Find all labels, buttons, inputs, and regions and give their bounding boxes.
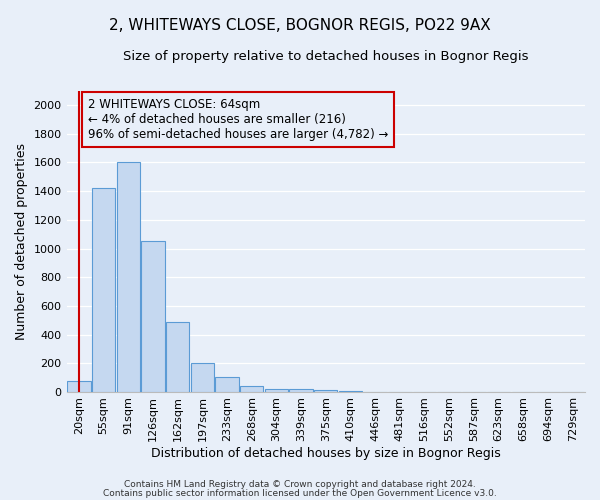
Text: 2, WHITEWAYS CLOSE, BOGNOR REGIS, PO22 9AX: 2, WHITEWAYS CLOSE, BOGNOR REGIS, PO22 9… <box>109 18 491 32</box>
Bar <box>265 388 288 392</box>
Y-axis label: Number of detached properties: Number of detached properties <box>15 143 28 340</box>
Text: 2 WHITEWAYS CLOSE: 64sqm
← 4% of detached houses are smaller (216)
96% of semi-d: 2 WHITEWAYS CLOSE: 64sqm ← 4% of detache… <box>88 98 388 140</box>
Bar <box>289 390 313 392</box>
Bar <box>215 377 239 392</box>
Bar <box>339 390 362 392</box>
Text: Contains HM Land Registry data © Crown copyright and database right 2024.: Contains HM Land Registry data © Crown c… <box>124 480 476 489</box>
Bar <box>67 380 91 392</box>
Bar <box>116 162 140 392</box>
Bar <box>240 386 263 392</box>
Text: Contains public sector information licensed under the Open Government Licence v3: Contains public sector information licen… <box>103 488 497 498</box>
Bar <box>314 390 337 392</box>
Bar <box>141 242 164 392</box>
Bar <box>92 188 115 392</box>
Bar <box>166 322 190 392</box>
Bar <box>191 362 214 392</box>
Title: Size of property relative to detached houses in Bognor Regis: Size of property relative to detached ho… <box>123 50 529 63</box>
X-axis label: Distribution of detached houses by size in Bognor Regis: Distribution of detached houses by size … <box>151 447 500 460</box>
